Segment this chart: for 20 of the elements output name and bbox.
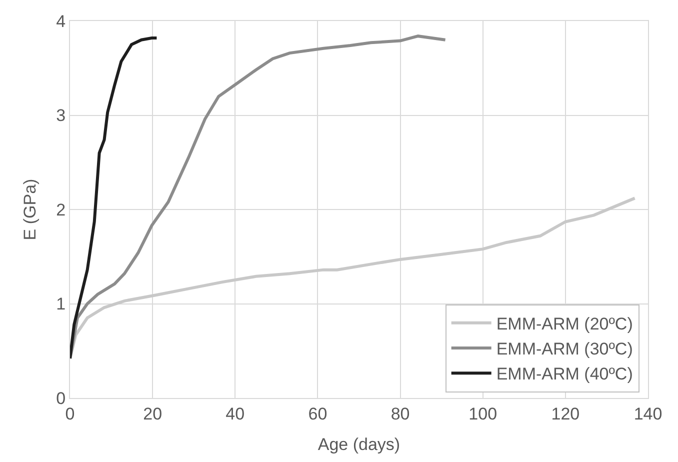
line-series: [70, 196, 636, 360]
line-series: [70, 34, 447, 360]
y-tick-label: 1: [56, 294, 66, 314]
x-axis-title: Age (days): [318, 434, 400, 454]
x-tick-label: 40: [226, 404, 245, 424]
x-tick-label: 140: [634, 404, 662, 424]
x-tick-label: 60: [308, 404, 328, 424]
x-tick-label: 20: [143, 404, 162, 424]
legend-label: EMM-ARM (30ºC): [496, 340, 633, 359]
x-tick-label: 120: [551, 404, 580, 424]
x-tick-label: 80: [390, 404, 410, 424]
legend-label: EMM-ARM (20ºC): [496, 314, 633, 334]
y-tick-label: 2: [56, 200, 66, 220]
legend-label: EMM-ARM (40ºC): [496, 364, 633, 384]
y-tick-label: 0: [56, 388, 66, 408]
line-series: [70, 36, 158, 360]
y-tick-label: 4: [56, 12, 66, 31]
y-axis-title: E (GPa): [20, 178, 40, 240]
x-tick-label: 100: [468, 404, 498, 424]
y-tick-label: 3: [56, 106, 66, 126]
